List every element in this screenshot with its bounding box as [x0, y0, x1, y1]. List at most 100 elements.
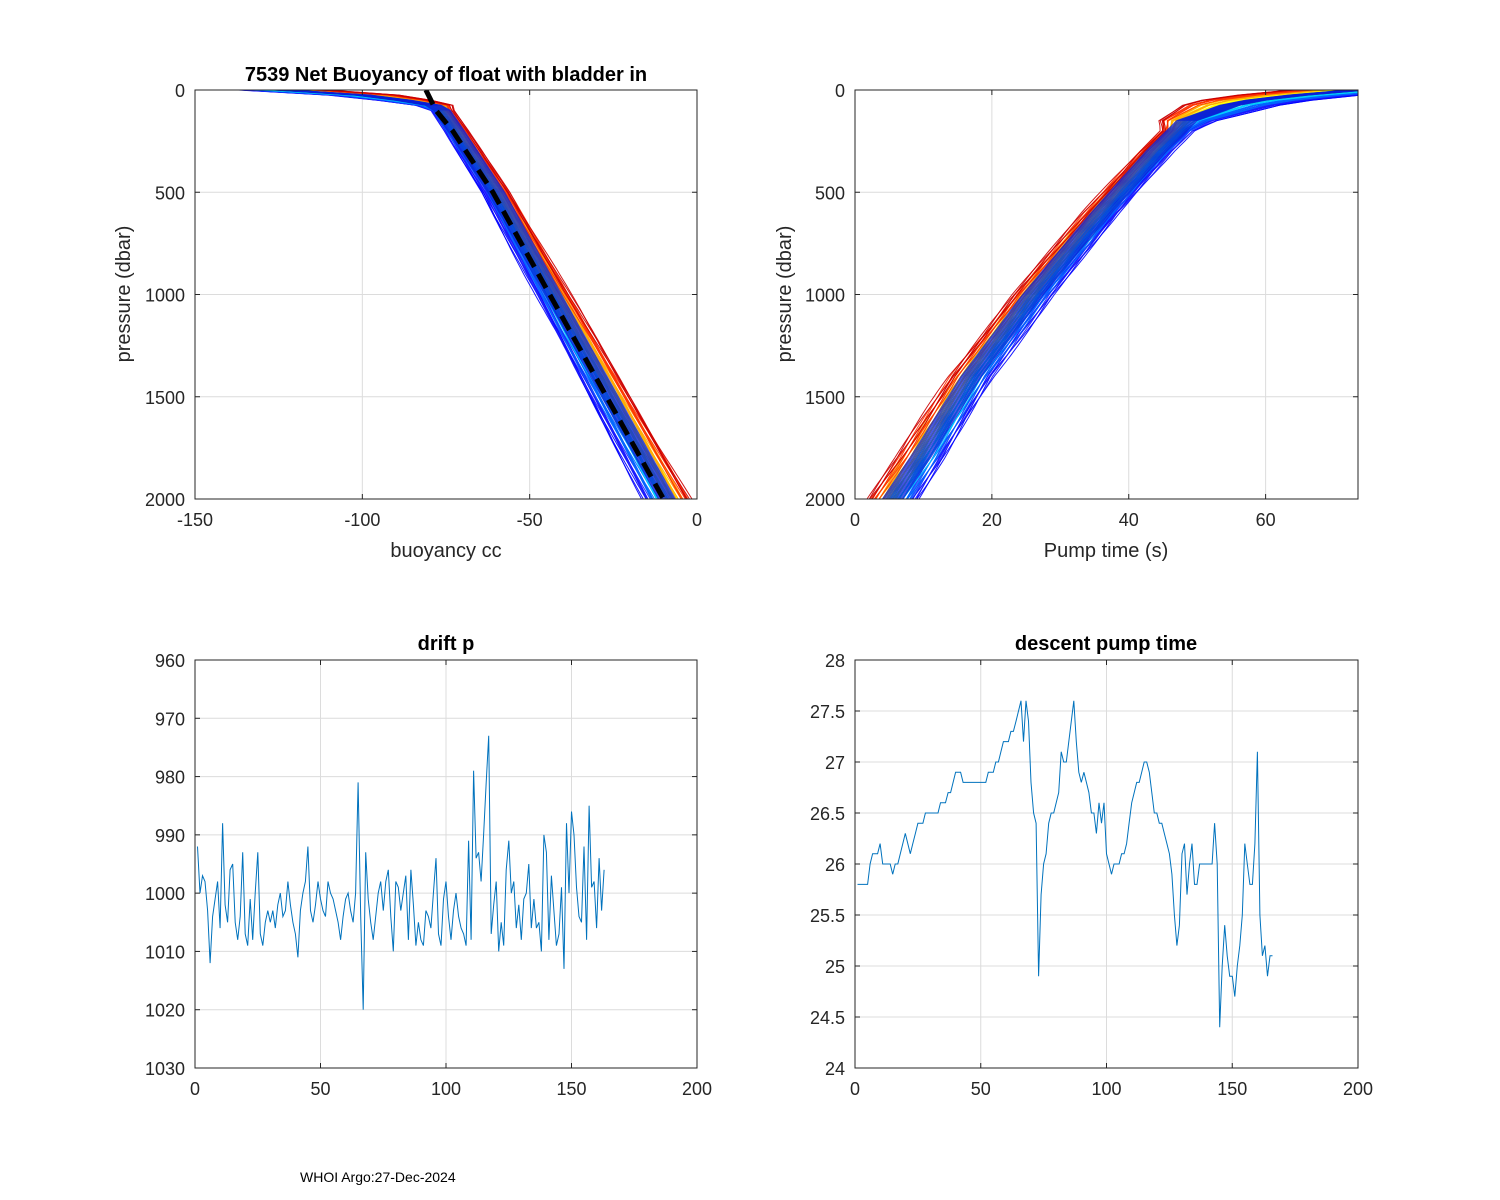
y-tick-label: 980	[155, 768, 185, 788]
y-tick-label: 1000	[145, 286, 185, 306]
chart-descent-pump-time: descent pump time 0 50 100 150 200 24 24.5 25 25…	[810, 633, 1373, 1099]
y-tick-label: 500	[815, 183, 845, 203]
y-tick-label: 0	[175, 81, 185, 101]
profile-line	[890, 90, 1357, 499]
profile-line	[891, 90, 1358, 499]
profile-line	[897, 90, 1358, 499]
profile-line	[243, 90, 649, 499]
profile-line	[286, 90, 672, 499]
profile-line	[894, 90, 1358, 499]
series-line	[857, 700, 1273, 1028]
x-tick-label: 60	[1256, 510, 1276, 530]
x-axis-label: Pump time (s)	[1044, 540, 1168, 562]
profile-line	[901, 90, 1358, 499]
y-tick-label: 1000	[805, 286, 845, 306]
y-tick-label: 1000	[145, 884, 185, 904]
x-tick-label: 50	[971, 1079, 991, 1099]
series-group	[866, 90, 1358, 499]
x-tick-label: 150	[1217, 1079, 1247, 1099]
y-tick-label: 990	[155, 826, 185, 846]
profile-line	[885, 90, 1352, 499]
chart-drift-p: drift p 0 50 100 150 200 960 970 980 990 1000 1010…	[145, 633, 712, 1099]
y-tick-label: 970	[155, 709, 185, 729]
y-tick-label: 26	[825, 855, 845, 875]
profile-line	[902, 90, 1358, 499]
profile-line	[896, 90, 1358, 499]
y-tick-label: 27.5	[810, 702, 845, 722]
profile-line	[886, 90, 1353, 499]
profile-line	[288, 90, 674, 499]
profile-line	[273, 90, 659, 499]
x-tick-label: 100	[431, 1079, 461, 1099]
y-tick-label: 1030	[145, 1059, 185, 1079]
y-tick-label: 26.5	[810, 804, 845, 824]
x-tick-label: 0	[850, 1079, 860, 1099]
y-tick-label: 1020	[145, 1001, 185, 1021]
y-axis-label: pressure (dbar)	[774, 226, 796, 363]
x-tick-label: -150	[177, 510, 213, 530]
profile-line	[283, 90, 669, 499]
x-tick-label: 20	[982, 510, 1002, 530]
y-tick-label: 1500	[145, 388, 185, 408]
x-tick-label: 0	[190, 1079, 200, 1099]
profile-line	[289, 90, 675, 499]
x-tick-label: 0	[850, 510, 860, 530]
x-tick-label: -100	[344, 510, 380, 530]
y-tick-label: 500	[155, 183, 185, 203]
profile-line	[895, 90, 1358, 499]
profile-line	[883, 90, 1349, 499]
y-tick-label: 24	[825, 1059, 845, 1079]
profile-line	[887, 90, 1354, 499]
chart-title: 7539 Net Buoyancy of float with bladder …	[245, 64, 647, 86]
x-axis-label: buoyancy cc	[390, 540, 501, 562]
profile-line	[285, 90, 671, 499]
y-tick-label: 1010	[145, 942, 185, 962]
y-tick-label: 2000	[145, 490, 185, 510]
footer-note: WHOI Argo:27-Dec-2024	[300, 1169, 456, 1185]
profile-line	[889, 90, 1356, 499]
x-tick-label: 200	[1343, 1079, 1373, 1099]
profile-line	[274, 90, 660, 499]
profile-line	[326, 90, 693, 499]
profile-line	[898, 90, 1358, 499]
x-tick-label: 40	[1119, 510, 1139, 530]
profile-line	[282, 90, 668, 499]
profile-line	[290, 90, 676, 499]
y-tick-label: 25	[825, 957, 845, 977]
x-tick-label: 200	[682, 1079, 712, 1099]
profile-line	[284, 90, 670, 499]
profile-line	[275, 90, 661, 499]
profile-line	[287, 90, 673, 499]
profile-line	[325, 90, 690, 499]
y-tick-label: 28	[825, 651, 845, 671]
y-tick-label: 960	[155, 651, 185, 671]
chart-title: descent pump time	[1015, 633, 1197, 655]
y-axis-label: pressure (dbar)	[113, 226, 135, 363]
profile-line	[875, 90, 1305, 499]
y-tick-label: 24.5	[810, 1008, 845, 1028]
x-tick-label: 150	[556, 1079, 586, 1099]
chart-pump-time: Pump time (s) pressure (dbar) 0 20 40 60 0 50…	[774, 81, 1359, 562]
y-tick-label: 1500	[805, 388, 845, 408]
profile-line	[900, 90, 1358, 499]
y-tick-label: 0	[835, 81, 845, 101]
profile-line	[892, 90, 1358, 499]
series-group	[238, 90, 693, 499]
series-group	[197, 735, 605, 1010]
profile-line	[881, 90, 1348, 499]
x-tick-label: 0	[692, 510, 702, 530]
y-tick-label: 25.5	[810, 906, 845, 926]
x-tick-label: 100	[1091, 1079, 1121, 1099]
x-tick-label: -50	[517, 510, 543, 530]
mean-profile-line	[423, 90, 666, 499]
x-tick-label: 50	[310, 1079, 330, 1099]
series-group	[857, 700, 1273, 1028]
series-line	[197, 735, 605, 1010]
chart-buoyancy: 7539 Net Buoyancy of float with bladder …	[113, 64, 702, 562]
y-tick-label: 27	[825, 753, 845, 773]
y-tick-label: 2000	[805, 490, 845, 510]
profile-line	[871, 90, 1293, 499]
profile-line	[884, 90, 1351, 499]
chart-title: drift p	[418, 633, 475, 655]
